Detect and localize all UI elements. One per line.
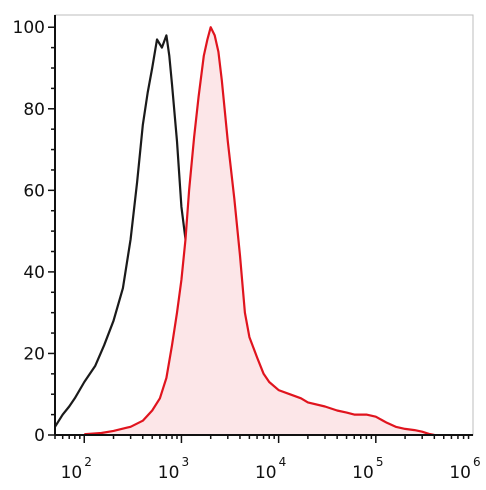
x-tick-label: 10 bbox=[255, 463, 277, 483]
x-tick-label: 10 bbox=[158, 463, 180, 483]
y-tick-label: 20 bbox=[23, 344, 45, 364]
series-layer bbox=[54, 26, 435, 437]
x-tick-label: 10 bbox=[61, 463, 83, 483]
x-tick-label: 10 bbox=[352, 463, 374, 483]
x-tick-exponent: 6 bbox=[473, 455, 481, 469]
y-tick-label: 0 bbox=[34, 426, 45, 446]
series-2-area bbox=[84, 27, 435, 435]
x-tick-label: 10 bbox=[449, 463, 471, 483]
x-tick-exponent: 5 bbox=[376, 455, 384, 469]
y-tick-label: 40 bbox=[23, 263, 45, 283]
x-tick-exponent: 2 bbox=[84, 455, 92, 469]
x-tick-exponent: 4 bbox=[279, 455, 287, 469]
y-tick-label: 100 bbox=[13, 18, 45, 38]
y-tick-label: 60 bbox=[23, 181, 45, 201]
series-2-line bbox=[84, 26, 435, 437]
y-tick-label: 80 bbox=[23, 100, 45, 120]
x-tick-exponent: 3 bbox=[181, 455, 189, 469]
